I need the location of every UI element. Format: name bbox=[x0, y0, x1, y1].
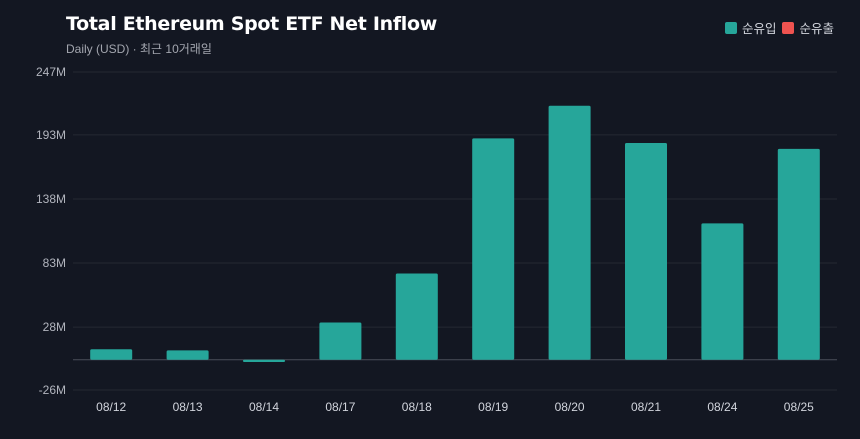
bar bbox=[319, 322, 362, 360]
bar bbox=[166, 350, 209, 360]
x-tick-label: 08/18 bbox=[402, 400, 432, 414]
y-tick-label: 247M bbox=[36, 65, 66, 79]
x-tick-label: 08/20 bbox=[555, 400, 585, 414]
legend-swatch-outflow bbox=[782, 21, 795, 34]
y-tick-label: -26M bbox=[39, 383, 66, 397]
bar bbox=[548, 105, 591, 360]
chart-legend: 순유입 순유출 bbox=[724, 18, 834, 37]
x-tick-label: 08/17 bbox=[325, 400, 355, 414]
chart-subtitle: Daily (USD) · 최근 10거래일 bbox=[66, 42, 212, 56]
x-tick-label: 08/21 bbox=[631, 400, 661, 414]
y-tick-label: 138M bbox=[36, 192, 66, 206]
y-tick-label: 193M bbox=[36, 128, 66, 142]
bar bbox=[395, 273, 438, 360]
legend-label-inflow: 순유입 bbox=[741, 22, 777, 36]
bar bbox=[701, 223, 744, 360]
bar bbox=[777, 148, 820, 360]
legend-swatch-inflow bbox=[724, 21, 737, 34]
x-tick-label: 08/14 bbox=[249, 400, 279, 414]
legend-label-outflow: 순유출 bbox=[799, 22, 834, 36]
bar bbox=[90, 349, 133, 360]
legend-item-inflow[interactable]: 순유입 bbox=[724, 18, 777, 37]
x-tick-label: 08/13 bbox=[173, 400, 203, 414]
x-tick-label: 08/12 bbox=[96, 400, 126, 414]
legend-item-outflow[interactable]: 순유출 bbox=[782, 18, 834, 37]
x-tick-label: 08/24 bbox=[707, 400, 737, 414]
bar bbox=[472, 138, 515, 360]
y-tick-label: 83M bbox=[43, 256, 66, 270]
chart-title: Total Ethereum Spot ETF Net Inflow bbox=[66, 13, 438, 35]
bar bbox=[243, 359, 285, 363]
bar bbox=[625, 143, 667, 360]
x-tick-label: 08/19 bbox=[478, 400, 508, 414]
y-tick-label: 28M bbox=[43, 320, 66, 334]
x-tick-label: 08/25 bbox=[784, 400, 814, 414]
